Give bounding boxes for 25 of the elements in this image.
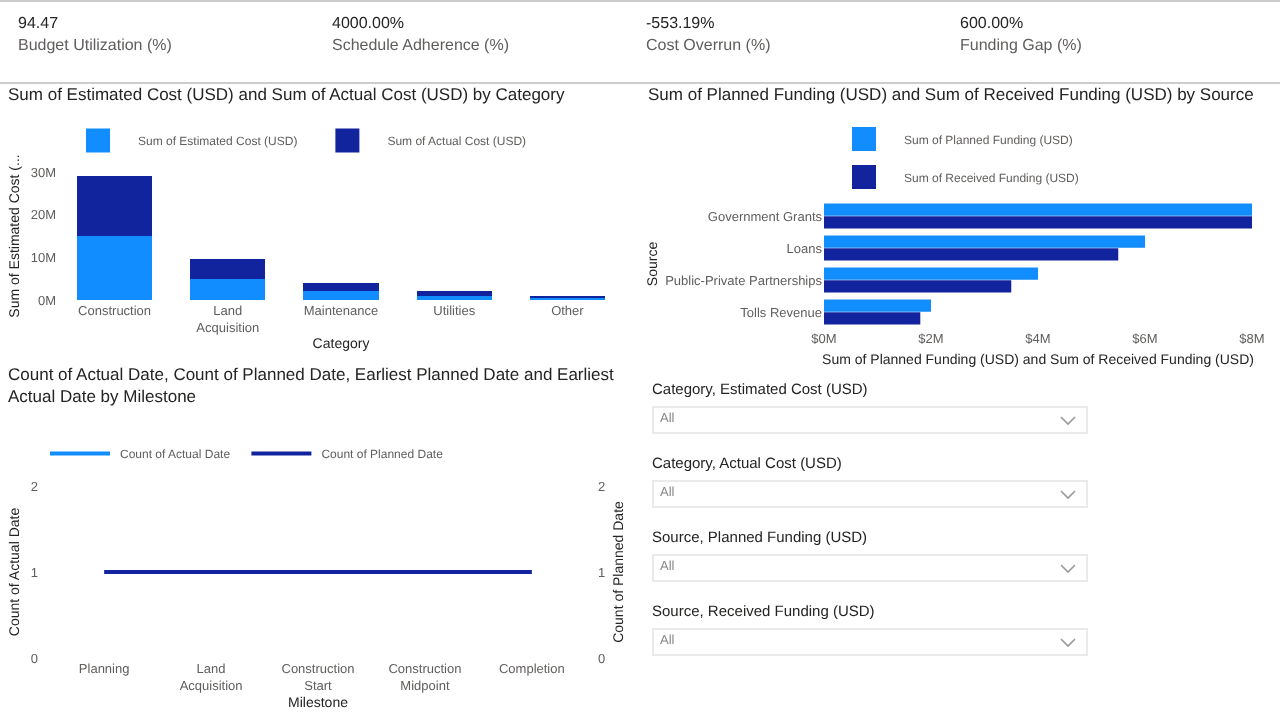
bar bbox=[824, 216, 1252, 229]
bar bbox=[76, 176, 153, 236]
text: Budget Utilization (%) bbox=[18, 36, 172, 54]
text: Schedule Adherence (%) bbox=[332, 36, 509, 54]
bar bbox=[76, 236, 153, 300]
bar bbox=[824, 299, 931, 312]
text: 94.47 bbox=[18, 14, 61, 32]
bar bbox=[303, 282, 379, 292]
text: 4000.00% bbox=[332, 14, 407, 32]
bar bbox=[824, 235, 1145, 248]
bar bbox=[824, 203, 1252, 216]
text: Cost Overrun (%) bbox=[646, 36, 771, 54]
bar bbox=[824, 248, 1119, 261]
bar bbox=[303, 291, 379, 300]
chart-title: Sum of Estimated Cost (USD) and Sum of Actual Cost (USD) by Category bbox=[6, 84, 567, 106]
text: -553.19% bbox=[646, 14, 717, 32]
bar bbox=[824, 280, 1012, 293]
bar bbox=[190, 278, 266, 300]
bar bbox=[190, 259, 266, 279]
chart-title: Count of Actual Date, Count of Planned Date, Earliest Planned Date and Earliest Actual Date by Milestone bbox=[6, 364, 616, 408]
text: Funding Gap (%) bbox=[960, 36, 1082, 54]
chart-title: Sum of Planned Funding (USD) and Sum of Received Funding (USD) by Source bbox=[646, 84, 1256, 106]
bar bbox=[824, 312, 921, 325]
bar bbox=[824, 267, 1038, 280]
text: 600.00% bbox=[960, 14, 1026, 32]
